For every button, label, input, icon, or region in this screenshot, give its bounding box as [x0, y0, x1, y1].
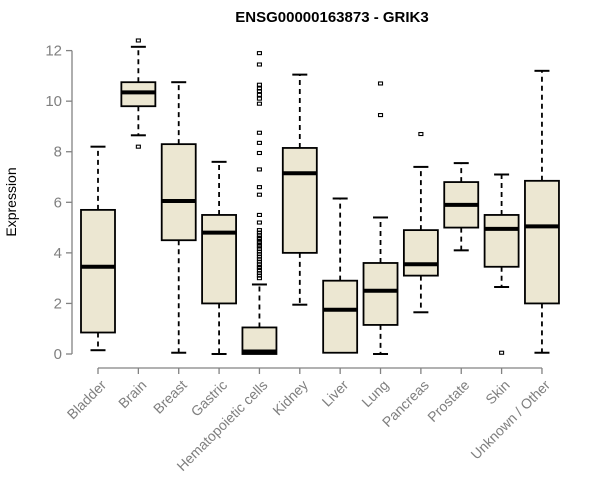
x-category-label: Lung — [358, 377, 391, 410]
box-gastric — [201, 160, 237, 355]
iqr-box — [160, 143, 197, 242]
outlier-point — [256, 220, 262, 225]
outlier-point — [256, 150, 262, 156]
iqr-box — [402, 229, 439, 277]
outlier-point — [256, 276, 262, 281]
outlier-point — [256, 101, 262, 106]
iqr-box — [362, 262, 399, 326]
outlier-point — [256, 212, 262, 217]
outlier-point — [256, 62, 262, 67]
iqr-box — [483, 214, 520, 268]
box-kidney — [281, 73, 318, 306]
outlier-point — [256, 51, 262, 56]
x-category-label: Skin — [482, 377, 513, 408]
outlier-point — [377, 113, 384, 118]
box-unknown-other — [524, 69, 560, 354]
outlier-point — [256, 130, 262, 135]
box-brain — [120, 38, 157, 149]
iqr-box — [80, 208, 116, 334]
iqr-box — [524, 179, 560, 305]
y-tick-label: 8 — [54, 144, 62, 161]
outlier-point — [256, 167, 262, 172]
box-prostate — [443, 162, 480, 252]
outlier-point — [256, 89, 262, 94]
x-category-label: Prostate — [424, 377, 472, 425]
outlier-point — [418, 131, 424, 137]
outlier-point — [135, 38, 141, 43]
iqr-box — [322, 279, 359, 354]
y-tick-label: 2 — [54, 295, 62, 312]
box-bladder — [80, 145, 116, 352]
outlier-point — [377, 81, 384, 86]
outlier-point — [256, 140, 262, 145]
x-category-label: Kidney — [269, 377, 311, 419]
outlier-point — [256, 92, 262, 97]
chart-title: ENSG00000163873 - GRIK3 — [235, 9, 428, 26]
y-tick-label: 12 — [45, 43, 62, 60]
y-tick-label: 0 — [54, 346, 62, 363]
iqr-box — [281, 147, 318, 254]
x-category-label: Breast — [150, 377, 190, 417]
box-liver — [322, 197, 359, 354]
box-hematopoietic-cells — [241, 51, 278, 355]
outlier-point — [256, 96, 262, 101]
outlier-point — [256, 82, 262, 87]
outlier-point — [256, 185, 262, 190]
outlier-point — [135, 144, 141, 149]
x-category-label: Liver — [319, 377, 352, 410]
y-axis-label: Expression — [3, 167, 19, 236]
box-breast — [160, 81, 197, 354]
y-tick-label: 10 — [45, 93, 62, 110]
outlier-point — [499, 350, 505, 355]
iqr-box — [201, 214, 237, 305]
y-tick-label: 6 — [54, 194, 62, 211]
y-tick-label: 4 — [54, 245, 62, 262]
box-skin — [483, 173, 520, 355]
outlier-point — [256, 192, 262, 197]
x-category-label: Brain — [115, 377, 149, 411]
box-lung — [362, 81, 399, 355]
box-pancreas — [402, 131, 439, 314]
x-category-label: Bladder — [64, 377, 110, 423]
